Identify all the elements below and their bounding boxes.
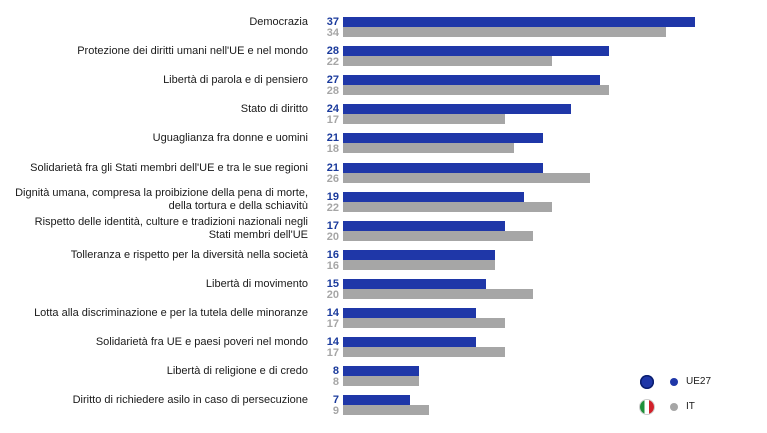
category-label-line: Tolleranza e rispetto per la diversità n… (70, 248, 308, 261)
category-label-line: Democrazia (249, 16, 308, 28)
category-label: Rispetto delle identità, culture e tradi… (0, 216, 308, 242)
category-label: Democrazia (0, 16, 308, 29)
value-label-it: 18 (326, 143, 339, 156)
value-label-ue27: 8 (332, 365, 339, 378)
value-label-it: 17 (326, 347, 339, 360)
category-label: Tolleranza e rispetto per la diversità n… (0, 249, 308, 262)
category-label: Uguaglianza fra donne e uomini (0, 132, 308, 145)
legend-item-ue27: UE27 (640, 375, 740, 391)
value-label-ue27: 37 (326, 16, 339, 28)
category-label: Diritto di richiedere asilo in caso di p… (0, 394, 308, 407)
bar-ue27 (343, 191, 524, 202)
value-label-it: 9 (332, 405, 339, 418)
category-label-line: Dignità umana, compresa la proibizione d… (15, 186, 308, 199)
value-label-it: 17 (326, 114, 339, 127)
bar-it (343, 318, 505, 328)
legend-label-ue27: UE27 (686, 376, 712, 387)
legend-item-it: IT (640, 400, 740, 416)
value-label-it: 28 (326, 85, 339, 98)
value-label-ue27: 21 (326, 132, 339, 145)
legend: UE27 IT (640, 375, 750, 415)
bar-ue27 (343, 337, 477, 348)
bar-it (343, 27, 667, 37)
value-label-it: 16 (326, 259, 339, 272)
category-label-line: Stato di diritto (240, 103, 308, 116)
bar-it (343, 376, 420, 387)
bar-ue27 (343, 133, 543, 144)
bar-ue27 (343, 395, 410, 406)
category-label: Libertà di parola e di pensiero (0, 74, 308, 87)
value-label-it: 26 (326, 172, 339, 185)
bar-it (343, 405, 429, 416)
value-label-ue27: 16 (326, 248, 339, 261)
category-label-line: Protezione dei diritti umani nell'UE e n… (77, 45, 308, 58)
value-label-ue27: 21 (326, 161, 339, 174)
value-label-it: 17 (326, 318, 339, 330)
bar-ue27 (343, 75, 600, 86)
category-label-line: Lotta alla discriminazione e per la tute… (34, 307, 308, 319)
legend-marker-it (670, 403, 678, 411)
value-label-it: 20 (326, 288, 339, 301)
category-label: Dignità umana, compresa la proibizione d… (0, 187, 308, 213)
legend-marker-ue27 (670, 378, 678, 386)
bar-it (343, 114, 505, 125)
value-label-ue27: 28 (326, 45, 339, 58)
bar-it (343, 201, 553, 212)
bar-ue27 (343, 366, 420, 377)
value-label-ue27: 17 (326, 219, 339, 232)
category-label-line: Libertà di parola e di pensiero (163, 74, 308, 87)
category-label-line: Rispetto delle identità, culture e tradi… (34, 215, 308, 228)
category-label: Solidarietà fra gli Stati membri dell'UE… (0, 162, 308, 175)
bar-it (343, 347, 505, 358)
category-label: Lotta alla discriminazione e per la tute… (0, 307, 308, 320)
value-label-ue27: 15 (326, 277, 339, 290)
bar-ue27 (343, 278, 486, 289)
value-label-ue27: 27 (326, 74, 339, 87)
value-label-ue27: 14 (326, 307, 339, 319)
bar-it (343, 172, 591, 183)
value-label-it: 22 (326, 56, 339, 69)
bar-it (343, 259, 496, 270)
bar-it (343, 56, 553, 67)
bar-ue27 (343, 46, 610, 57)
bar-ue27 (343, 17, 695, 27)
category-label: Libertà di religione e di credo (0, 365, 308, 378)
italy-flag-icon (640, 400, 654, 414)
bar-ue27 (343, 162, 543, 173)
eu-flag-icon (640, 375, 654, 389)
value-label-ue27: 14 (326, 336, 339, 349)
bar-ue27 (343, 308, 477, 318)
category-label: Protezione dei diritti umani nell'UE e n… (0, 45, 308, 58)
category-label-line: della tortura e della schiavitù (168, 199, 308, 212)
bar-ue27 (343, 104, 572, 115)
value-label-ue27: 19 (326, 190, 339, 203)
category-label-line: Solidarietà fra UE e paesi poveri nel mo… (95, 336, 308, 349)
bar-ue27 (343, 249, 496, 260)
category-label-line: Libertà di movimento (205, 277, 308, 290)
bar-ue27 (343, 220, 505, 231)
value-label-it: 20 (326, 230, 339, 243)
value-label-ue27: 24 (326, 103, 339, 116)
category-label: Stato di diritto (0, 103, 308, 116)
category-label-line: Stati membri dell'UE (208, 228, 308, 241)
bar-it (343, 85, 610, 96)
bar-it (343, 230, 534, 241)
value-label-ue27: 7 (332, 394, 339, 407)
category-label-line: Diritto di richiedere asilo in caso di p… (72, 394, 308, 407)
bar-it (343, 143, 515, 154)
value-label-it: 8 (332, 376, 339, 389)
category-label: Libertà di movimento (0, 278, 308, 291)
value-label-it: 22 (326, 201, 339, 214)
bar-it (343, 288, 534, 299)
category-label-line: Uguaglianza fra donne e uomini (152, 132, 308, 145)
category-label-line: Libertà di religione e di credo (166, 365, 308, 378)
value-label-it: 34 (326, 27, 339, 39)
legend-label-it: IT (686, 401, 695, 412)
category-label: Solidarietà fra UE e paesi poveri nel mo… (0, 336, 308, 349)
category-label-line: Solidarietà fra gli Stati membri dell'UE… (30, 161, 308, 174)
